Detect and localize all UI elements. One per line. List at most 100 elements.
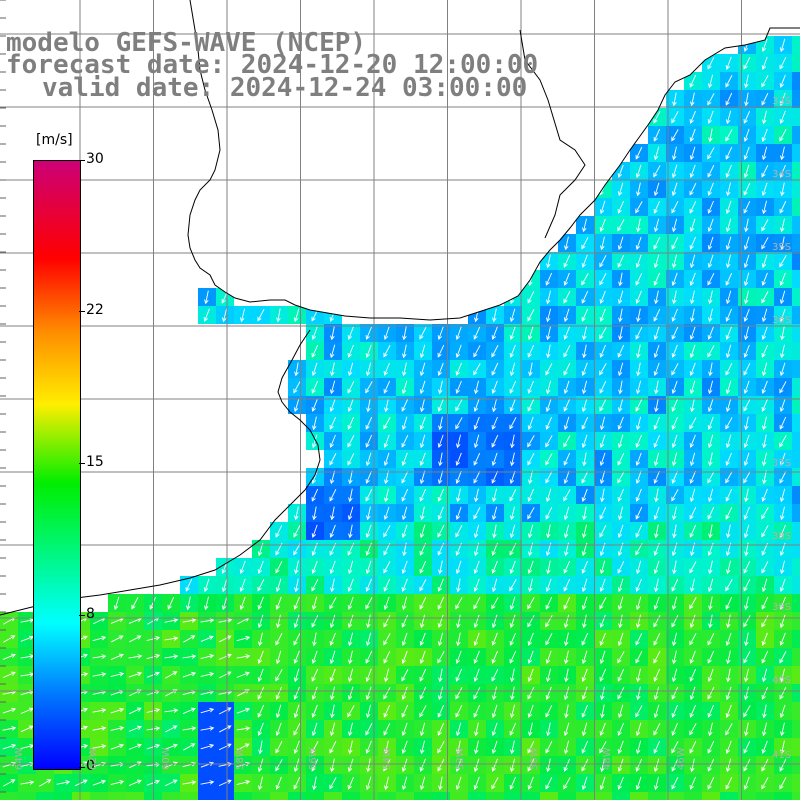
wind-arrow	[743, 434, 750, 449]
wind-arrow	[671, 596, 678, 611]
wind-arrow	[599, 399, 607, 412]
wind-arrow	[366, 758, 371, 773]
wind-arrow	[653, 686, 660, 701]
wind-arrow	[653, 344, 660, 359]
wind-arrow	[128, 635, 142, 643]
wind-arrow	[329, 416, 337, 430]
wind-arrow	[582, 218, 587, 233]
coastline-south	[0, 329, 321, 616]
wind-arrow	[672, 146, 677, 161]
wind-arrow	[690, 308, 695, 323]
latitude-label: 36S	[772, 315, 792, 326]
wind-arrow	[164, 618, 179, 623]
wind-arrow	[743, 615, 751, 628]
wind-arrow	[546, 560, 551, 575]
wind-arrow	[455, 344, 462, 359]
wind-arrow	[743, 399, 751, 412]
wind-arrow	[671, 614, 679, 628]
wind-arrow	[329, 668, 336, 682]
wind-arrow	[183, 635, 196, 643]
longitude-label: 46W	[676, 747, 687, 770]
wind-arrow	[761, 146, 768, 161]
wind-arrow	[635, 452, 642, 466]
wind-arrow	[293, 381, 301, 394]
wind-arrow	[347, 614, 354, 629]
wind-arrow	[347, 578, 354, 592]
wind-arrow	[219, 725, 232, 733]
wind-arrow	[329, 686, 335, 701]
wind-arrow	[474, 380, 479, 395]
wind-arrow	[653, 452, 660, 467]
wind-arrow	[128, 779, 142, 786]
wind-arrow	[455, 758, 462, 772]
wind-arrow	[654, 380, 659, 395]
wind-arrow	[2, 707, 17, 714]
wind-cell	[792, 234, 800, 252]
wind-arrow	[743, 705, 751, 718]
wind-arrow	[689, 633, 697, 646]
wind-arrow	[509, 704, 516, 719]
wind-arrow	[653, 326, 660, 341]
wind-arrow	[636, 218, 641, 233]
wind-arrow	[293, 704, 300, 719]
colorbar-units: [m/s]	[36, 132, 73, 148]
wind-arrow	[689, 561, 697, 574]
wind-arrow	[437, 434, 444, 449]
wind-arrow	[165, 725, 178, 733]
wind-arrow	[311, 470, 318, 484]
wind-arrow	[312, 632, 317, 647]
wind-arrow	[654, 488, 659, 503]
wind-arrow	[725, 236, 732, 251]
wind-arrow	[707, 740, 715, 754]
wind-arrow	[743, 272, 750, 287]
wind-arrow	[491, 777, 499, 790]
wind-arrow	[689, 597, 697, 610]
wind-arrow	[419, 560, 427, 574]
wind-arrow	[707, 74, 714, 89]
wind-arrow	[689, 488, 696, 503]
wind-arrow	[582, 326, 587, 341]
wind-arrow	[707, 326, 714, 340]
wind-arrow	[726, 668, 731, 683]
wind-arrow	[491, 345, 499, 358]
wind-arrow	[383, 759, 391, 772]
wind-arrow	[672, 650, 677, 665]
wind-arrow	[671, 182, 678, 197]
wind-arrow	[599, 218, 606, 232]
wind-vectors	[2, 38, 787, 791]
wind-arrow	[347, 776, 354, 790]
wind-arrow	[779, 416, 787, 430]
wind-cell	[792, 702, 800, 720]
wind-arrow	[20, 780, 35, 785]
wind-cell	[792, 504, 800, 522]
wind-arrow	[563, 740, 570, 755]
wind-arrow	[689, 650, 696, 664]
wind-arrow	[779, 56, 787, 70]
wind-arrow	[92, 708, 107, 713]
wind-arrow	[671, 489, 679, 502]
wind-arrow	[671, 201, 679, 214]
wind-arrow	[636, 344, 641, 359]
wind-arrow	[761, 488, 768, 502]
wind-arrow	[653, 272, 660, 286]
wind-arrow	[599, 722, 606, 736]
wind-arrow	[707, 686, 715, 700]
wind-arrow	[653, 182, 660, 197]
latitude-ticks	[0, 0, 6, 793]
wind-cell	[468, 792, 486, 800]
wind-arrow	[617, 200, 624, 214]
wind-cell	[738, 792, 756, 800]
wind-arrow	[401, 578, 408, 592]
wind-arrow	[689, 704, 696, 718]
wind-arrow	[329, 398, 336, 413]
wind-arrow	[743, 290, 749, 305]
wind-arrow	[347, 560, 354, 575]
wind-arrow	[563, 722, 570, 737]
wind-arrow	[365, 362, 372, 377]
wind-arrow	[200, 653, 215, 660]
wind-arrow	[635, 506, 643, 520]
wind-arrow	[383, 687, 391, 700]
wind-arrow	[92, 654, 107, 659]
wind-arrow	[563, 596, 571, 610]
wind-arrow	[347, 596, 354, 610]
